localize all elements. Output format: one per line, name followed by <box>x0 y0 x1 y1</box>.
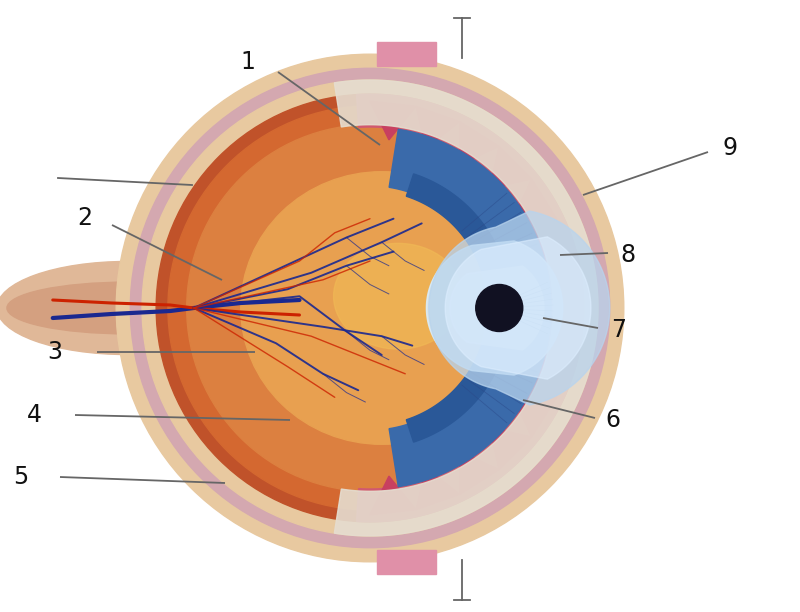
Ellipse shape <box>0 261 257 354</box>
Polygon shape <box>490 146 532 188</box>
Polygon shape <box>416 106 460 148</box>
Text: 5: 5 <box>13 465 28 489</box>
Polygon shape <box>514 398 556 437</box>
Ellipse shape <box>7 282 246 334</box>
Polygon shape <box>530 218 572 262</box>
Polygon shape <box>406 174 511 442</box>
Polygon shape <box>460 451 499 494</box>
Polygon shape <box>377 42 436 66</box>
Text: 1: 1 <box>240 50 255 74</box>
Polygon shape <box>370 101 416 140</box>
Polygon shape <box>446 237 591 379</box>
Polygon shape <box>538 308 577 354</box>
Text: 7: 7 <box>611 318 626 342</box>
Text: 2: 2 <box>77 206 92 230</box>
Text: 6: 6 <box>605 408 620 432</box>
Polygon shape <box>490 428 532 469</box>
Polygon shape <box>530 354 572 398</box>
Polygon shape <box>416 468 460 510</box>
Polygon shape <box>514 179 556 218</box>
Polygon shape <box>426 241 562 375</box>
Ellipse shape <box>186 125 554 491</box>
Polygon shape <box>460 122 499 165</box>
Polygon shape <box>357 94 584 522</box>
Polygon shape <box>370 476 416 515</box>
Text: 9: 9 <box>723 136 738 160</box>
Text: 3: 3 <box>47 340 62 364</box>
Polygon shape <box>429 211 610 405</box>
Ellipse shape <box>241 172 522 444</box>
Polygon shape <box>389 129 551 487</box>
Ellipse shape <box>116 54 624 562</box>
Ellipse shape <box>168 106 572 510</box>
Polygon shape <box>334 80 598 536</box>
Ellipse shape <box>156 94 584 522</box>
Ellipse shape <box>334 244 463 349</box>
Text: 8: 8 <box>621 243 636 267</box>
Polygon shape <box>450 266 544 350</box>
Circle shape <box>476 285 522 332</box>
Polygon shape <box>377 550 436 573</box>
Polygon shape <box>538 262 577 308</box>
Text: 4: 4 <box>27 403 42 427</box>
Ellipse shape <box>142 80 598 536</box>
Ellipse shape <box>130 69 610 548</box>
